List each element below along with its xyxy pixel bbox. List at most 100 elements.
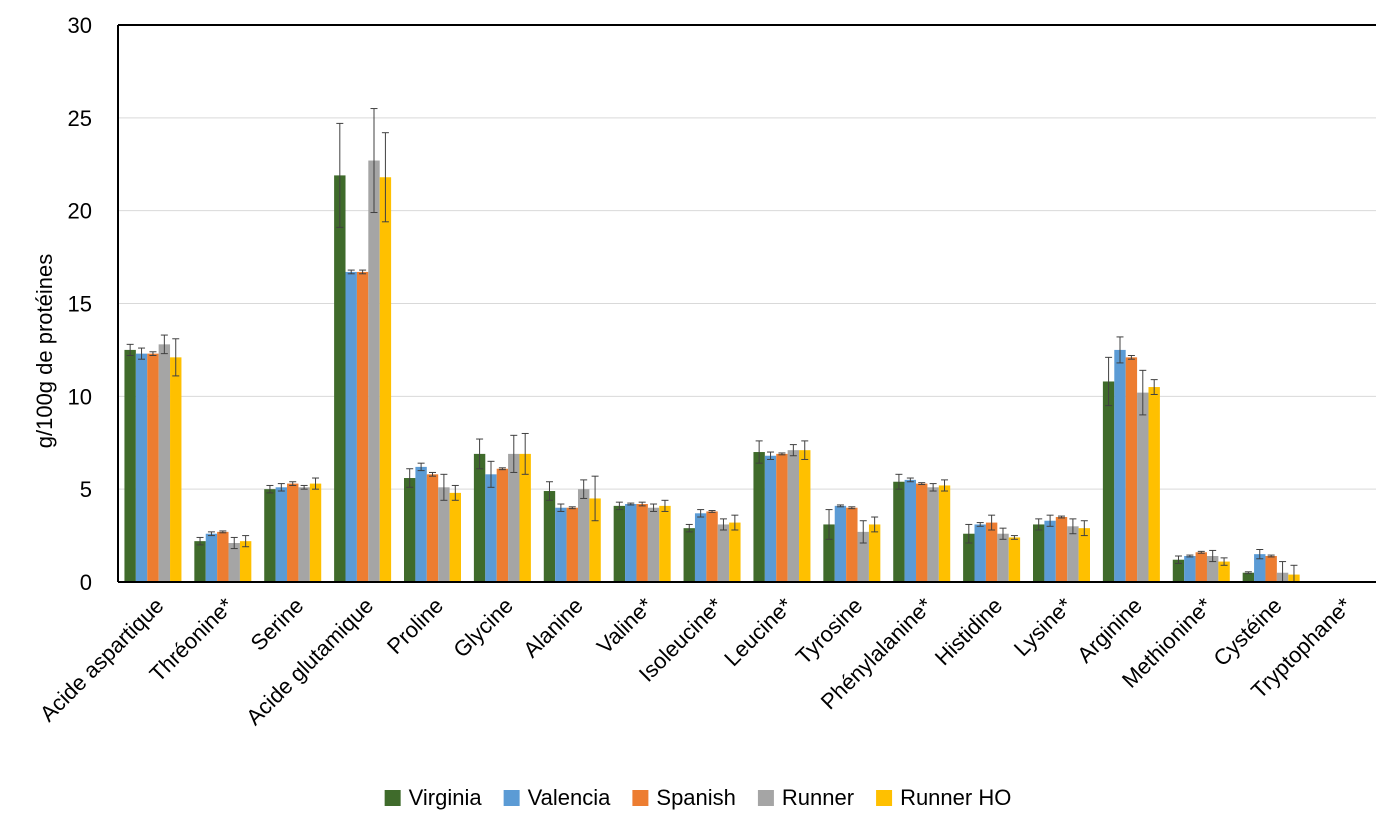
legend-label: Runner [782, 785, 854, 810]
bar-4-7 [659, 505, 671, 582]
bar-0-4 [404, 478, 416, 582]
bar-1-3 [345, 271, 357, 582]
x-tick-label: Alanine [518, 593, 588, 663]
bar-2-16 [1265, 556, 1277, 582]
bar-3-2 [298, 487, 310, 582]
legend-label: Virginia [409, 785, 483, 810]
bar-2-4 [426, 474, 439, 582]
bar-1-0 [135, 353, 148, 582]
bar-1-12 [974, 524, 986, 582]
bar-0-2 [264, 489, 276, 582]
bar-3-10 [857, 531, 869, 582]
bar-1-1 [205, 533, 218, 582]
legend-swatch-2 [632, 790, 649, 806]
bar-1-8 [694, 513, 707, 582]
bar-2-0 [147, 353, 159, 582]
x-tick-label: Leucine* [719, 593, 798, 672]
bar-4-13 [1078, 528, 1090, 582]
bar-0-1 [194, 541, 206, 582]
bar-0-16 [1242, 572, 1255, 582]
bar-4-2 [309, 483, 322, 582]
axes-group [117, 24, 1376, 583]
bar-4-6 [589, 498, 601, 582]
bar-0-5 [473, 453, 486, 582]
bar-2-5 [496, 468, 509, 582]
y-ticks-group: 0 5 10 15 20 25 30 [68, 13, 92, 595]
bar-3-3 [368, 160, 380, 582]
bar-2-6 [566, 507, 578, 582]
legend-swatch-0 [384, 790, 401, 806]
bar-0-7 [613, 505, 626, 582]
bar-4-4 [449, 492, 461, 582]
bar-1-2 [275, 487, 288, 582]
bar-3-0 [158, 344, 171, 582]
bar-3-4 [438, 487, 450, 582]
gridlines [118, 24, 1376, 490]
bar-0-0 [124, 349, 136, 582]
bar-2-10 [846, 507, 858, 582]
y-tick-label: 30 [68, 13, 92, 38]
bar-1-14 [1114, 349, 1126, 582]
bar-1-5 [485, 474, 497, 582]
bar-0-13 [1033, 524, 1045, 582]
x-tick-label: Histidine [930, 593, 1007, 670]
bar-3-6 [577, 489, 590, 582]
bar-1-7 [625, 504, 637, 582]
bar-4-14 [1148, 387, 1160, 582]
bar-4-10 [868, 524, 881, 582]
bar-4-12 [1008, 537, 1021, 582]
bar-0-15 [1172, 559, 1185, 582]
bar-3-14 [1137, 392, 1149, 582]
bar-2-9 [776, 453, 788, 582]
x-tick-label: Lysine* [1009, 593, 1077, 661]
bar-0-6 [543, 491, 556, 582]
bar-1-6 [555, 507, 567, 582]
bar-4-5 [519, 453, 531, 582]
x-tick-label: Valine* [592, 593, 658, 659]
bar-0-10 [823, 524, 835, 582]
bar-2-11 [916, 483, 928, 582]
bar-0-9 [753, 452, 765, 582]
y-tick-label: 25 [68, 106, 92, 131]
x-tick-label: Serine [246, 593, 309, 656]
bar-4-8 [729, 522, 741, 582]
bar-0-14 [1102, 381, 1115, 582]
y-tick-label: 0 [80, 570, 92, 595]
legend-label: Runner HO [900, 785, 1011, 810]
bars-group [124, 160, 1300, 582]
legend-swatch-3 [757, 790, 774, 806]
y-tick-label: 15 [68, 292, 92, 317]
bar-4-0 [170, 357, 182, 582]
x-tick-label: Glycine [448, 593, 518, 663]
legend-swatch-4 [876, 790, 893, 806]
y-tick-label: 20 [68, 199, 92, 224]
y-axis-title: g/100g de protéines [32, 254, 57, 449]
bar-3-1 [228, 543, 240, 582]
bar-1-15 [1184, 556, 1196, 582]
bar-2-2 [287, 483, 299, 582]
bar-4-9 [799, 450, 811, 582]
x-tick-label: Proline [382, 593, 448, 659]
y-tick-label: 10 [68, 384, 92, 409]
bar-2-13 [1055, 517, 1068, 582]
bar-3-9 [787, 450, 800, 582]
bar-2-8 [706, 511, 718, 582]
bar-2-12 [985, 522, 998, 582]
bar-3-11 [927, 487, 939, 582]
bar-4-11 [938, 485, 951, 582]
bar-4-1 [239, 541, 252, 582]
bar-0-11 [893, 481, 905, 582]
y-tick-label: 5 [80, 477, 92, 502]
bar-2-1 [217, 531, 229, 582]
bar-4-3 [379, 177, 392, 582]
bar-3-7 [647, 507, 660, 582]
bar-1-9 [764, 455, 777, 582]
bar-1-16 [1254, 554, 1266, 582]
bar-3-12 [997, 533, 1009, 582]
bar-3-5 [508, 453, 520, 582]
bar-2-7 [636, 504, 648, 582]
bar-2-3 [356, 271, 369, 582]
